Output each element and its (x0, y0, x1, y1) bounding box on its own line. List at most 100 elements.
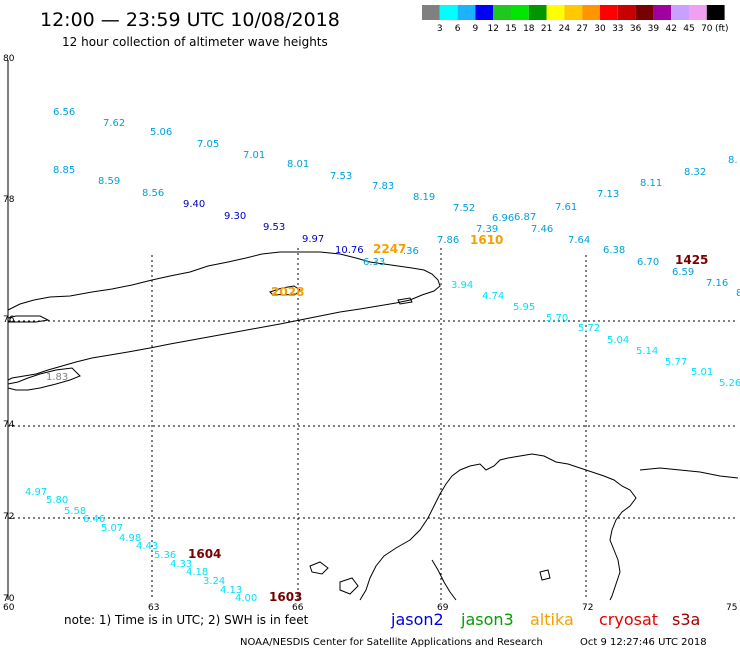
coastline-north-island-inner (269, 285, 301, 296)
wave-height-label: 8. (728, 155, 738, 166)
coastline-islet-west (309, 561, 329, 575)
color-swatch (600, 5, 618, 20)
wave-height-label: 6.59 (672, 267, 694, 278)
color-scale-label: 3 (437, 24, 443, 34)
color-scale-label: 24 (559, 24, 571, 34)
coastlines (7, 251, 739, 601)
wave-height-label: 7.05 (197, 139, 219, 150)
legend-s3a: s3a (672, 610, 700, 629)
wave-height-label: 8.59 (98, 176, 120, 187)
wave-height-label: 8.01 (287, 159, 309, 170)
wave-height-label: 4.18 (186, 567, 208, 578)
color-scale-label: 45 (683, 24, 694, 34)
lat-label-72: 72 (3, 512, 14, 522)
wave-height-label: 10.76 (335, 245, 364, 256)
color-swatch (546, 5, 565, 20)
color-swatch (493, 5, 511, 20)
wave-height-label: 4.00 (235, 593, 257, 604)
wave-height-label: 5.95 (513, 302, 535, 313)
color-swatch (706, 5, 725, 20)
color-scale-label: 30 (594, 24, 606, 34)
wave-height-label: 4.13 (220, 585, 242, 596)
color-scale-legend: 3 6 9 12 15 18 21 24 27 30 33 36 39 42 45 70 (422, 5, 725, 34)
wave-height-label: 8 (736, 288, 740, 299)
color-scale-label: 6 (455, 24, 461, 34)
wave-height-label: 3.24 (203, 576, 225, 587)
wave-height-label: 6.33 (363, 257, 385, 268)
wave-height-label: 5.01 (691, 367, 713, 378)
wave-height-label: 8.11 (640, 178, 662, 189)
color-scale-label: 39 (648, 24, 660, 34)
wave-height-label: 7.39 (476, 224, 498, 235)
color-swatch (439, 5, 458, 20)
wave-height-label: 7.46 (531, 224, 553, 235)
lat-label-76: 76 (3, 315, 15, 325)
wave-height-label: 8.32 (684, 167, 706, 178)
wave-height-label: 6.70 (637, 257, 659, 268)
satellite-legend: jason2 jason3 altika cryosat s3a (390, 610, 700, 629)
wave-height-label: 6.56 (53, 107, 75, 118)
page-title: 12:00 — 23:59 UTC 10/08/2018 (40, 9, 340, 31)
lon-label-72: 72 (582, 603, 593, 613)
wave-height-label: 7.86 (437, 235, 459, 246)
wave-height-label: 7.16 (706, 278, 728, 289)
wave-height-label: 4.97 (25, 487, 47, 498)
color-swatch (457, 5, 476, 20)
color-scale-label: 27 (576, 24, 587, 34)
coastline-islet-south (339, 577, 359, 595)
wave-height-label: 5.06 (150, 127, 172, 138)
color-swatch (528, 5, 547, 20)
coastline-north-island-notch (397, 297, 413, 305)
lon-label-60: 60 (3, 603, 15, 613)
page-subtitle: 12 hour collection of altimeter wave hei… (62, 35, 328, 49)
wave-height-label: 1610 (470, 233, 503, 247)
wave-height-label: 6.87 (514, 212, 536, 223)
lat-label-70: 70 (3, 594, 15, 604)
color-swatch (689, 5, 707, 20)
wave-height-label: 7.83 (372, 181, 394, 192)
wave-height-label: 1425 (675, 253, 708, 267)
wave-height-label: 4.43 (136, 541, 158, 552)
color-scale-label: 18 (523, 24, 535, 34)
wave-height-label: 5.72 (578, 323, 600, 334)
wave-height-label: 5.36 (154, 550, 176, 561)
wave-height-label: 9.97 (302, 234, 324, 245)
color-scale-label: 21 (541, 24, 552, 34)
color-swatch (671, 5, 689, 20)
color-scale-label: 15 (505, 24, 516, 34)
coastline-mainland (359, 453, 637, 601)
wave-height-label: 7.64 (568, 235, 590, 246)
wave-height-label: 7.13 (597, 189, 619, 200)
graticule (8, 248, 738, 600)
footer-note: note: 1) Time is in UTC; 2) SWH is in fe… (64, 613, 309, 627)
wave-height-label: 7.62 (103, 118, 125, 129)
legend-cryosat: cryosat (599, 610, 658, 629)
color-swatch (422, 5, 440, 20)
wave-height-labels: 6.56 7.62 5.06 7.05 7.01 8.01 7.53 7.83 8.19 7.52… (25, 107, 740, 604)
color-swatch (564, 5, 583, 20)
wave-height-label: 3.94 (451, 280, 473, 291)
coastline-peninsula (431, 559, 457, 601)
wave-height-label: 4.98 (119, 533, 141, 544)
wave-height-label: 6.38 (603, 245, 625, 256)
wave-height-label: 1603 (269, 590, 302, 604)
footer-credit: NOAA/NESDIS Center for Satellite Applica… (240, 637, 543, 648)
wave-height-label: 7.61 (555, 202, 577, 213)
color-scale-label: 42 (665, 24, 676, 34)
coastline-south-island (7, 367, 81, 391)
wave-height-label: 4.33 (170, 559, 192, 570)
wave-height-label: 5.77 (665, 357, 687, 368)
color-swatch (511, 5, 529, 20)
wave-height-label: 2247 (373, 242, 406, 256)
color-swatch (582, 5, 600, 20)
wave-height-label: .36 (403, 246, 419, 257)
color-scale-label: 12 (487, 24, 498, 34)
wave-height-label: 9.40 (183, 199, 205, 210)
wave-height-label: 1.83 (46, 372, 68, 383)
coastline-islet-east (539, 569, 551, 581)
wave-height-label: 7.01 (243, 150, 265, 161)
wave-height-label: 5.70 (546, 313, 568, 324)
color-scale-label: 33 (612, 24, 623, 34)
lon-label-66: 66 (292, 603, 304, 613)
